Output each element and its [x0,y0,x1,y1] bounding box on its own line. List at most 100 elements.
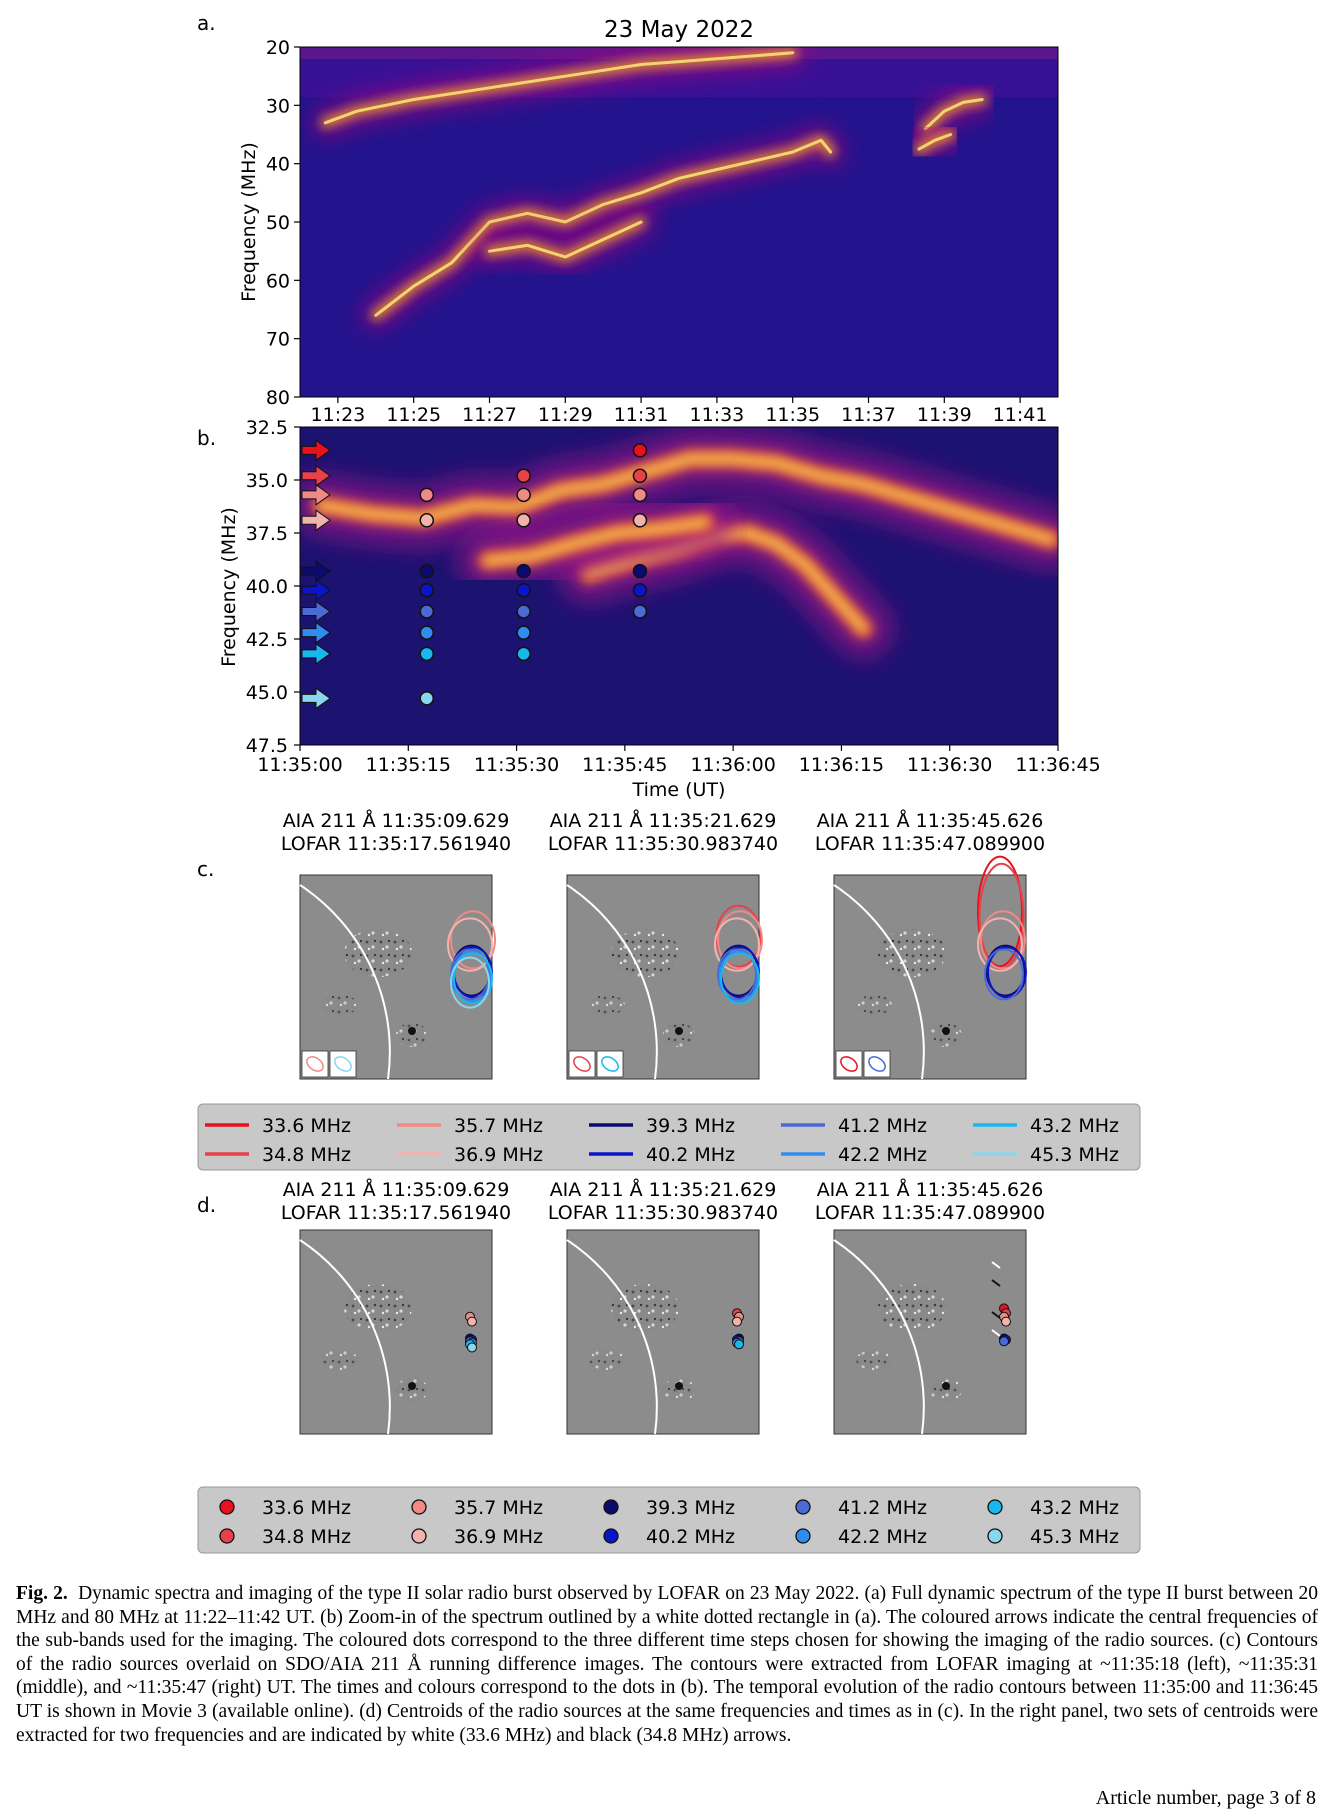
chart-b-lanes [300,428,1058,659]
chart-b-arrow [301,600,331,623]
centroid-dot [732,1316,742,1327]
radio-contour [717,910,763,970]
chart-b-dot [419,604,435,619]
radio-contour [977,855,1023,968]
legend-line-label: 40.2 MHz [646,1144,735,1166]
chart-a-lane-core [323,51,795,125]
chart-b-arrow [301,464,331,487]
chart-a-xtick-label: 11:39 [917,404,972,426]
chart-b-dots [419,443,648,706]
legend-dot-label: 39.3 MHz [646,1497,735,1519]
chart-b-dot [516,604,531,619]
chart-b-dot [419,582,435,598]
legend-dot-swatch [795,1499,811,1515]
aia-image [299,874,493,1080]
legend-dot-swatch [219,1528,235,1544]
centroid-dot [1001,1316,1011,1327]
chart-b-ytick-label: 45.0 [246,682,288,704]
image-title-aia: AIA 211 Å 11:35:09.629 [283,1178,510,1201]
solar-limb [833,884,925,1080]
chart-b-dot [632,487,648,503]
chart-a-lane-core [917,133,953,151]
chart-b-ytick-label: 40.0 [246,576,288,598]
image-title-lofar: LOFAR 11:35:47.089900 [815,1202,1045,1224]
chart-b-arrow [301,560,331,583]
chart-a-xtick-label: 11:35 [765,404,820,426]
panel-c-images [299,855,1027,1080]
sunspot [408,1027,416,1035]
legend-dot-label: 42.2 MHz [838,1526,927,1548]
chart-b-dot [632,468,648,484]
chart-b-dot [419,513,435,528]
chart-b-dot [632,443,648,458]
solar-limb [299,884,391,1080]
chart-a-axes: 20 30 40 50 60 70 80 11:23 11:25 11:27 11:29 11:31 1… [266,37,1048,426]
sunspot [942,1027,950,1035]
panel-label-b: b. [197,426,216,450]
legend-line-label: 34.8 MHz [262,1144,351,1166]
active-region [344,1284,412,1332]
chart-b-arrow [301,579,331,602]
centroid-dot [999,1336,1009,1347]
centroid-arrow [991,1311,1001,1319]
active-region [322,995,358,1015]
chart-a-ytick-label: 60 [266,270,290,292]
beam-box [568,1050,596,1078]
chart-b-xtick-label: 11:36:15 [799,754,884,776]
legend-dot-swatch [987,1499,1003,1515]
chart-b-ytick-label: 47.5 [246,735,288,757]
legend-dot-label: 40.2 MHz [646,1526,735,1548]
solar-limb [566,1239,658,1435]
active-region [878,1284,946,1332]
radio-contour [717,948,757,1001]
radio-contour [714,917,760,972]
chart-a-lane-core [488,220,643,259]
chart-a-ytick-label: 40 [266,154,290,176]
legend-dot-label: 45.3 MHz [1030,1526,1119,1548]
chart-b-dot [419,646,435,662]
chart-b-dot [632,563,648,579]
radio-contour [450,956,490,1009]
chart-b-dot [516,582,531,598]
beam-box [835,1050,863,1078]
sunspot [675,1027,683,1035]
radio-contour [987,946,1027,999]
chart-b-xlabel: Time (UT) [632,779,726,801]
legend-line-label: 42.2 MHz [838,1144,927,1166]
chart-b-dot [516,563,531,579]
chart-b-dot [516,513,531,528]
chart-a-xtick-label: 11:33 [690,404,745,426]
chart-b-xtick-label: 11:36:00 [690,754,775,776]
chart-a-ytick-label: 50 [266,212,290,234]
page-footer: Article number, page 3 of 8 [1095,1787,1316,1809]
image-title-lofar: LOFAR 11:35:47.089900 [815,833,1045,855]
chart-b-xtick-label: 11:35:30 [474,754,559,776]
figure: a. 23 May 2022 Frequency (MHz) 20 30 40 50 6… [197,11,1141,1554]
image-title-aia: AIA 211 Å 11:35:09.629 [283,809,510,832]
figure-caption: Fig. 2. Dynamic spectra and imaging of t… [16,1582,1318,1747]
legend-line-label: 45.3 MHz [1030,1144,1119,1166]
active-region [322,1350,358,1370]
chart-b-ytick-label: 32.5 [246,417,288,439]
solar-limb [833,1239,925,1435]
chart-b-dot [419,625,435,640]
beam-ellipse [601,1056,619,1072]
beam-box [301,1050,329,1078]
radio-contour [450,910,496,970]
panel-label-a: a. [197,11,216,35]
legend-dot-swatch [795,1528,811,1544]
chart-b-ytick-label: 35.0 [246,470,288,492]
chart-b-dot [516,487,531,503]
chart-b-dot [516,625,531,640]
image-title-aia: AIA 211 Å 11:35:45.626 [817,809,1044,832]
chart-b-dot [632,582,648,598]
chart-a-xtick-label: 11:41 [993,404,1048,426]
radio-contour [984,948,1024,1001]
chart-a-ytick-label: 20 [266,37,290,59]
centroid-dot [467,1316,477,1327]
chart-a-lanes [312,47,996,329]
chart-b-arrow [301,642,331,665]
radio-contour [718,950,759,1003]
chart-b-arrow [301,687,331,710]
